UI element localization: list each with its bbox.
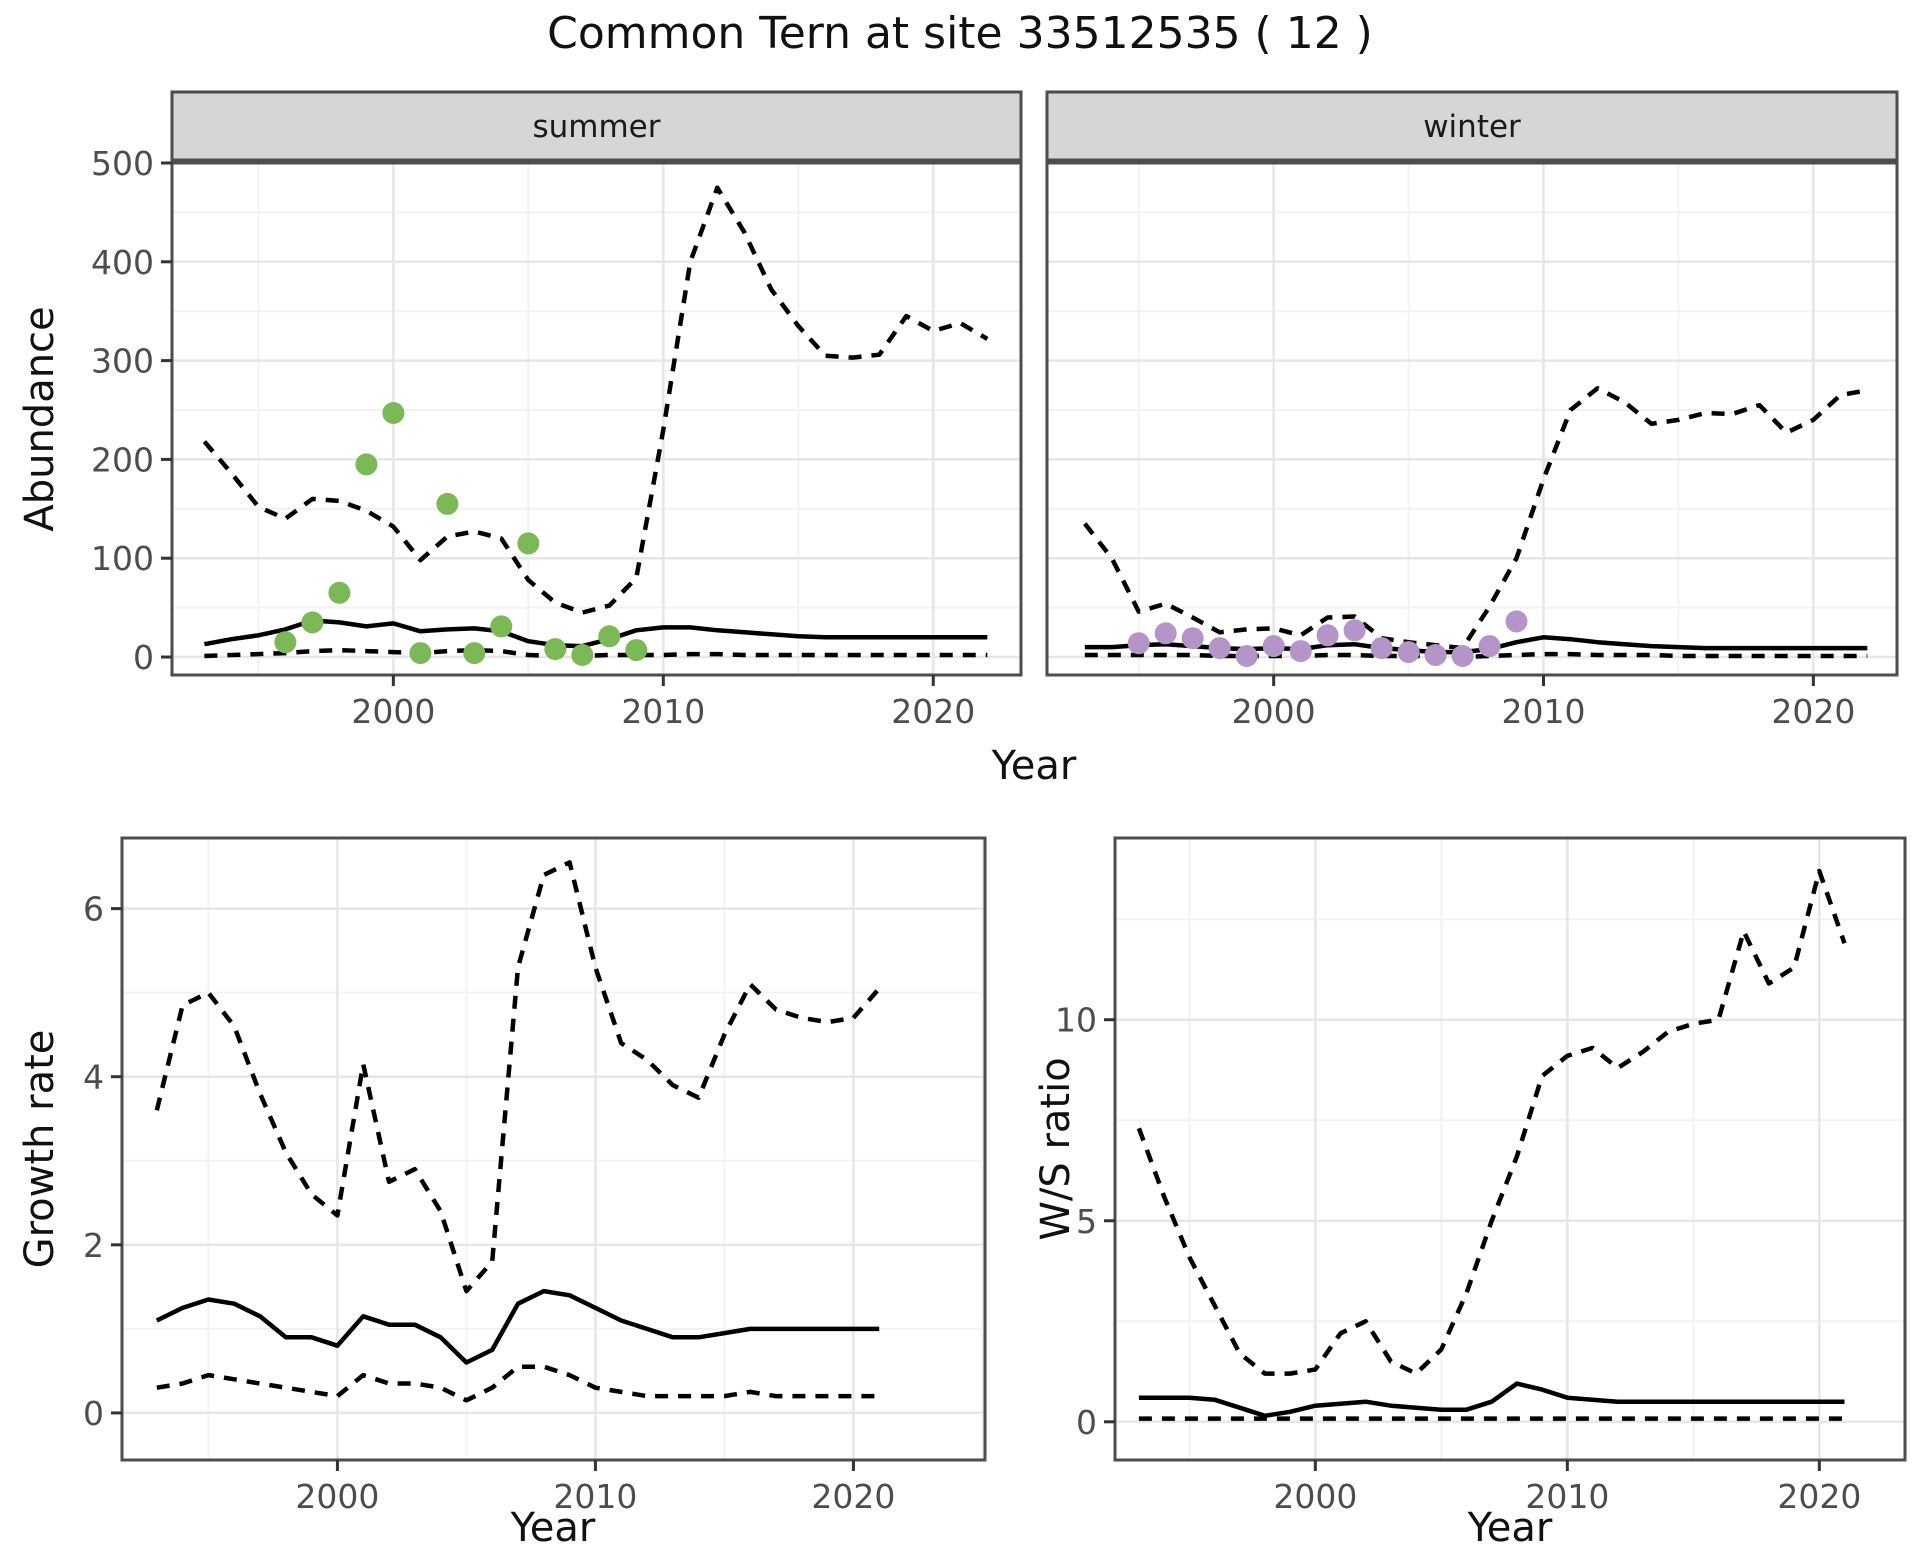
abundance_winter-observation-point — [1397, 641, 1420, 664]
upper_ci-line — [1136, 868, 1847, 1376]
abundance_winter-observation-point — [1235, 645, 1258, 667]
abundance_winter-observation-point — [1208, 637, 1231, 660]
lower_ci-line — [1084, 651, 1868, 660]
x-axis-tick-label: 2010 — [1502, 692, 1586, 731]
facet-strip — [1045, 90, 1899, 162]
panel-abundance_winter: winter 2000 2010 2020 — [1045, 90, 1899, 731]
upper_ci-line — [202, 185, 989, 615]
panel-border — [170, 161, 1023, 677]
abundance_summer-observation-point — [409, 642, 432, 665]
panel-border — [1113, 836, 1907, 1462]
panel-background — [122, 838, 985, 1460]
abundance_summer-observation-point — [274, 631, 297, 654]
abundance_winter-observation-point — [1289, 640, 1312, 663]
y-axis-tick-label: 100 — [91, 539, 154, 578]
panel-background — [172, 163, 1021, 675]
x-axis-tick-label: 2010 — [1525, 1477, 1609, 1516]
upper_ci-line — [1083, 386, 1868, 651]
abundance_summer-observation-point — [355, 453, 378, 476]
abundance_summer-observation-point — [301, 611, 324, 634]
y-axis-tick-label: 5 — [1076, 1202, 1097, 1241]
panel-background — [1115, 838, 1905, 1460]
panel-ws_ratio: 2000 2010 2020 0 5 10 — [1055, 836, 1907, 1516]
abundance_summer-observation-point — [544, 638, 567, 661]
abundance_winter-observation-point — [1181, 627, 1204, 650]
y-axis-title-growth-rate: Growth rate — [17, 1029, 63, 1269]
x-axis-tick-label: 2010 — [553, 1477, 637, 1516]
x-axis-title-growth-rate: Year — [510, 1505, 596, 1551]
y-axis-title-abundance: Abundance — [17, 306, 63, 532]
x-axis-tick-label: 2000 — [1232, 692, 1316, 731]
abundance_winter-observation-point — [1127, 632, 1150, 655]
y-axis-tick-label: 0 — [83, 1394, 104, 1433]
x-axis-title-ws-ratio: Year — [1467, 1505, 1553, 1551]
y-axis-tick-label: 400 — [91, 243, 154, 282]
abundance_winter-observation-point — [1343, 619, 1366, 642]
y-axis-tick-label: 300 — [91, 342, 154, 381]
abundance_winter-observation-point — [1424, 644, 1447, 666]
abundance_summer-observation-point — [463, 642, 486, 665]
facet-strip-label: winter — [1423, 109, 1521, 145]
abundance_summer-observation-point — [571, 644, 594, 666]
y-axis-tick-label: 10 — [1055, 1001, 1097, 1040]
x-axis-tick-label: 2010 — [621, 692, 705, 731]
median-line — [1138, 1381, 1845, 1419]
abundance_summer-observation-point — [517, 532, 540, 555]
x-axis-tick-label: 2000 — [1273, 1477, 1357, 1516]
abundance_summer-observation-point — [328, 581, 351, 604]
y-axis-tick-label: 6 — [83, 890, 104, 929]
panel-abundance_summer: summer 2000 2010 2020 0 100 200 300 400 500 — [91, 90, 1023, 731]
abundance_winter-observation-point — [1154, 622, 1177, 645]
x-axis-tick-label: 2020 — [891, 692, 975, 731]
abundance_winter-observation-point — [1316, 624, 1339, 647]
y-axis-tick-label: 4 — [83, 1058, 104, 1097]
abundance_summer-observation-point — [625, 639, 648, 662]
abundance_winter-observation-point — [1478, 635, 1501, 658]
lower_ci-line — [204, 647, 988, 659]
abundance_winter-observation-point — [1505, 610, 1528, 633]
lower_ci-line — [156, 1364, 880, 1403]
x-axis-tick-label: 2000 — [295, 1477, 379, 1516]
panel-growth_rate: 2000 2010 2020 0 2 4 6 — [83, 836, 987, 1516]
abundance_winter-observation-point — [1262, 635, 1285, 658]
page-title: Common Tern at site 33512535 ( 12 ) — [547, 8, 1373, 59]
facet-strip — [170, 90, 1023, 162]
x-axis-tick-label: 2020 — [1771, 692, 1855, 731]
y-axis-tick-label: 0 — [133, 638, 154, 677]
y-axis-tick-label: 500 — [91, 144, 154, 183]
abundance_summer-observation-point — [382, 402, 405, 424]
y-axis-tick-label: 0 — [1076, 1403, 1097, 1442]
x-axis-tick-label: 2020 — [1777, 1477, 1861, 1516]
x-axis-tick-label: 2000 — [351, 692, 435, 731]
abundance_summer-observation-point — [436, 492, 459, 515]
abundance_summer-observation-point — [490, 615, 513, 638]
x-axis-tick-label: 2020 — [811, 1477, 895, 1516]
median-line — [155, 1288, 880, 1365]
upper_ci-line — [154, 860, 881, 1294]
panel-border — [120, 836, 987, 1462]
y-axis-title-ws-ratio: W/S ratio — [1033, 1057, 1079, 1241]
x-axis-title-top: Year — [991, 743, 1077, 789]
abundance_winter-observation-point — [1451, 645, 1474, 667]
panel-background — [1047, 163, 1897, 675]
y-axis-tick-label: 2 — [83, 1226, 104, 1265]
y-axis-tick-label: 200 — [91, 440, 154, 479]
abundance_winter-observation-point — [1370, 637, 1393, 660]
abundance_summer-observation-point — [598, 625, 621, 648]
facet-strip-label: summer — [532, 109, 660, 145]
panel-border — [1045, 161, 1899, 677]
median-line — [203, 618, 988, 649]
